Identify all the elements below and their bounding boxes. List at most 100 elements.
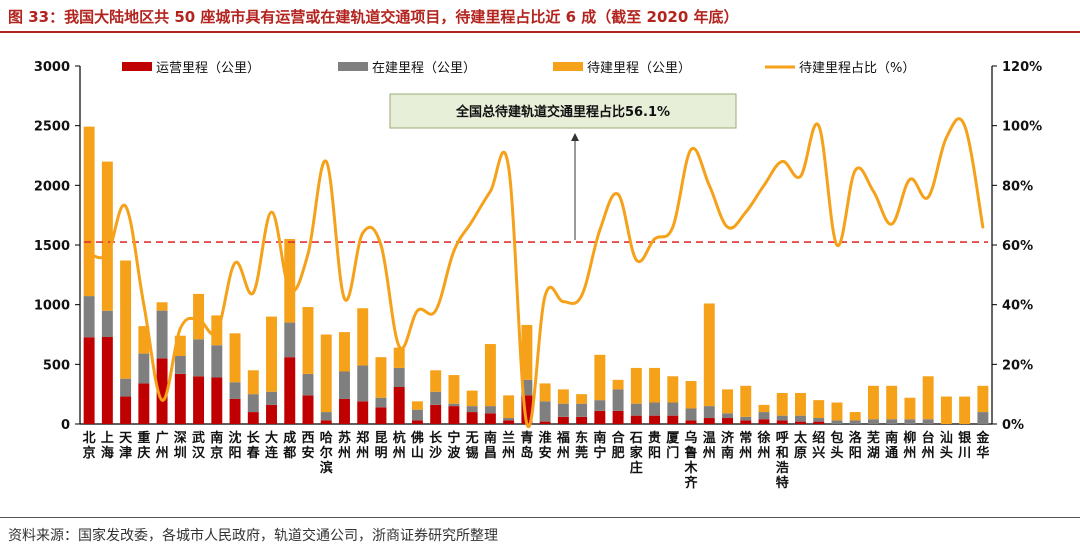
category-label: 安 xyxy=(539,445,552,461)
ratio-point xyxy=(288,288,292,292)
category-label: 石 xyxy=(629,431,643,446)
ratio-point xyxy=(343,297,346,301)
bar-construction xyxy=(667,402,679,416)
bar-construction xyxy=(284,322,296,358)
bar-construction xyxy=(630,403,642,416)
category-label: 汉 xyxy=(192,445,206,461)
left-tick-label: 1000 xyxy=(34,299,70,314)
bar-construction xyxy=(594,400,606,411)
chart-canvas: 0 500 1000 1500 2000 2500 3000 0% 20% 40% 60% 80% 10… xyxy=(34,60,1042,491)
bar-planned xyxy=(101,161,113,311)
bar-operating xyxy=(393,387,405,424)
ratio-point xyxy=(835,243,839,247)
category-label: 州 xyxy=(392,446,406,461)
category-label: 呼 xyxy=(776,430,789,446)
ratio-point xyxy=(507,166,511,169)
ratio-point xyxy=(872,189,875,193)
bar-planned xyxy=(867,385,879,420)
bar-planned xyxy=(594,354,606,401)
bar-operating xyxy=(247,412,259,424)
right-tick-label: 100% xyxy=(1002,120,1042,135)
category-label: 家 xyxy=(630,445,644,461)
ratio-point xyxy=(744,210,748,214)
category-label: 原 xyxy=(794,446,807,461)
ratio-point xyxy=(780,160,784,163)
category-label: 京 xyxy=(83,445,96,461)
ratio-point xyxy=(799,174,802,178)
category-label: 昌 xyxy=(484,446,497,461)
ratio-point xyxy=(233,261,237,265)
bar-construction xyxy=(795,415,806,422)
left-tick-label: 3000 xyxy=(34,60,70,75)
annotation-arrowhead xyxy=(571,133,579,141)
ratio-point xyxy=(726,225,729,229)
bar-planned xyxy=(667,376,679,403)
bar-operating xyxy=(557,416,569,424)
ratio-point xyxy=(124,204,127,208)
bar-construction xyxy=(922,419,934,424)
bar-construction xyxy=(375,397,387,408)
bar-planned xyxy=(193,293,205,340)
category-label: 金 xyxy=(975,430,990,446)
ratio-point xyxy=(543,294,547,298)
bar-construction xyxy=(393,367,405,388)
bar-planned xyxy=(740,385,752,417)
annotation-text: 全国总待建轨道交通里程占比56.1% xyxy=(455,104,670,120)
bar-planned xyxy=(484,344,496,407)
bar-planned xyxy=(430,370,442,392)
bar-construction xyxy=(576,403,588,417)
category-label: 青 xyxy=(520,430,533,446)
bar-construction xyxy=(138,353,150,384)
bar-operating xyxy=(375,407,387,424)
category-label: 南 xyxy=(721,445,734,461)
category-label: 济 xyxy=(721,430,735,446)
bar-operating xyxy=(466,412,478,424)
ratio-point xyxy=(160,398,164,402)
bar-construction xyxy=(320,412,332,421)
bar-operating xyxy=(193,376,205,424)
bar-operating xyxy=(156,358,168,424)
ratio-point xyxy=(434,309,438,313)
source-note: 资料来源：国家发改委，各城市人民政府，轨道交通公司，浙商证券研究所整理 xyxy=(8,528,498,544)
category-label: 北 xyxy=(83,431,96,446)
bar-operating xyxy=(120,396,132,424)
category-label: 阳 xyxy=(229,446,242,461)
bar-construction xyxy=(193,339,205,377)
bar-planned xyxy=(229,333,241,383)
bar-planned xyxy=(813,400,825,419)
bar-construction xyxy=(466,406,478,413)
bar-planned xyxy=(630,367,642,404)
ratio-point xyxy=(470,219,474,223)
bar-planned xyxy=(320,334,332,413)
bar-construction xyxy=(411,409,423,421)
ratio-point xyxy=(616,192,620,196)
bar-construction xyxy=(83,296,95,338)
category-label: 汕 xyxy=(940,430,953,446)
bar-construction xyxy=(557,403,569,417)
category-label: 宁 xyxy=(447,430,460,446)
ratio-point xyxy=(689,148,693,151)
category-label: 合 xyxy=(612,430,626,446)
bar-construction xyxy=(758,412,770,420)
ratio-point xyxy=(416,309,419,313)
bar-construction xyxy=(357,365,369,402)
category-label: 南 xyxy=(885,430,898,446)
legend-swatch xyxy=(338,62,368,71)
bar-planned xyxy=(503,395,515,419)
category-label: 长 xyxy=(247,430,261,446)
category-label: 大 xyxy=(265,430,278,446)
ratio-point xyxy=(561,300,565,304)
category-label: 津 xyxy=(119,445,132,461)
ratio-point xyxy=(105,252,109,256)
bar-operating xyxy=(484,413,496,424)
bar-construction xyxy=(867,419,879,424)
figure-title: 图 33：我国大陆地区共 50 座城市具有运营或在建轨道交通项目，待建里程占比近… xyxy=(8,8,739,26)
bar-planned xyxy=(284,239,296,323)
category-label: 杭 xyxy=(393,430,406,446)
category-label: 深 xyxy=(174,430,187,446)
bar-planned xyxy=(776,392,788,416)
category-label: 阳 xyxy=(648,446,661,461)
category-label: 庆 xyxy=(136,445,150,461)
bar-planned xyxy=(120,260,132,379)
category-label: 州 xyxy=(702,446,716,461)
